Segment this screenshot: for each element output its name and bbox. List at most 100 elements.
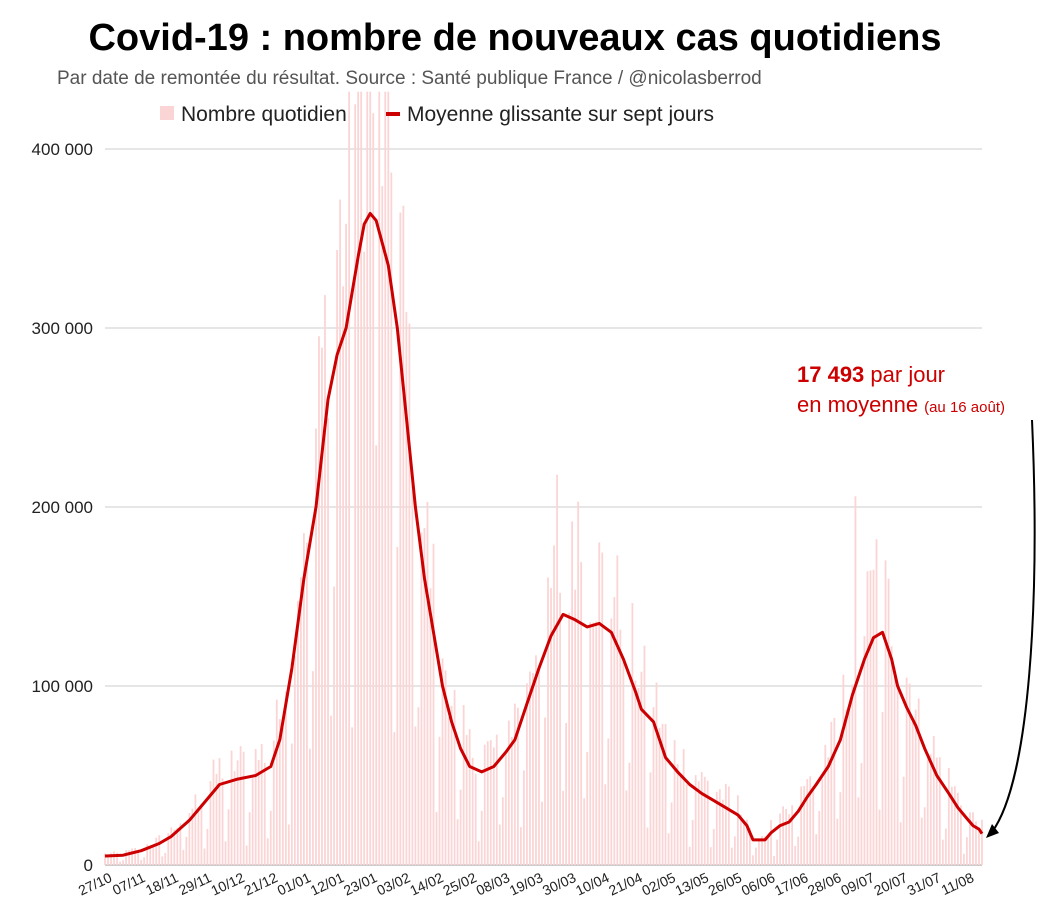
daily-bar xyxy=(718,789,721,865)
daily-bar xyxy=(396,546,399,865)
daily-bar xyxy=(251,776,254,865)
daily-bar xyxy=(438,736,441,865)
daily-bar xyxy=(788,814,791,865)
legend: Nombre quotidien Moyenne glissante sur s… xyxy=(160,103,714,126)
daily-bar xyxy=(519,827,522,865)
daily-bar xyxy=(628,762,631,865)
annotation-line1: 17 493 par jour xyxy=(797,362,945,387)
daily-bar xyxy=(526,683,528,865)
daily-bar xyxy=(872,569,875,865)
daily-bar xyxy=(402,205,405,865)
daily-bar xyxy=(372,113,375,865)
daily-bar xyxy=(131,848,134,865)
daily-bar xyxy=(462,705,465,865)
daily-bar xyxy=(510,737,513,865)
daily-bar xyxy=(981,819,983,865)
daily-bar xyxy=(646,827,649,865)
daily-bar xyxy=(342,286,344,865)
daily-bar xyxy=(685,784,688,865)
daily-bar xyxy=(429,588,432,865)
daily-bar xyxy=(538,666,540,865)
daily-bar xyxy=(327,418,329,865)
daily-bar xyxy=(601,552,604,865)
daily-bar xyxy=(266,838,269,865)
daily-bar xyxy=(399,212,402,865)
daily-bar xyxy=(652,707,655,865)
daily-bar xyxy=(848,704,851,865)
daily-bar xyxy=(755,847,757,865)
daily-bar xyxy=(411,479,414,865)
daily-bar xyxy=(453,689,456,865)
daily-bar xyxy=(239,746,242,865)
daily-bar xyxy=(625,790,628,865)
daily-bar xyxy=(284,691,287,865)
daily-bar xyxy=(498,824,501,865)
daily-bar xyxy=(299,577,302,865)
daily-bar xyxy=(278,718,281,865)
daily-bar xyxy=(667,833,670,865)
daily-bar xyxy=(854,496,857,865)
daily-bar xyxy=(541,801,543,865)
daily-bar xyxy=(809,776,812,865)
daily-bar xyxy=(890,646,893,865)
legend-swatch-line xyxy=(386,112,400,116)
daily-bar xyxy=(893,667,896,865)
daily-bar xyxy=(905,677,908,865)
daily-bar xyxy=(773,856,775,865)
daily-bar xyxy=(956,792,959,865)
daily-bar xyxy=(896,687,899,865)
daily-bar xyxy=(794,846,797,865)
daily-bar xyxy=(137,849,140,865)
daily-bar xyxy=(860,763,863,865)
daily-bar xyxy=(233,771,236,865)
daily-bar xyxy=(932,736,935,865)
x-tick-label: 11/08 xyxy=(939,869,977,898)
daily-bar xyxy=(495,734,498,865)
y-tick-label: 100 000 xyxy=(32,677,93,696)
annotation-line2: en moyenne (au 16 août) xyxy=(797,392,1005,417)
daily-bar xyxy=(767,835,769,865)
daily-bar xyxy=(845,709,848,865)
daily-bar xyxy=(706,780,709,865)
daily-bar xyxy=(869,570,872,865)
daily-bar xyxy=(336,250,338,865)
daily-bar xyxy=(800,786,803,865)
annotation-average: en moyenne xyxy=(797,392,918,417)
daily-bar xyxy=(577,501,580,865)
daily-bar xyxy=(426,501,429,865)
daily-bar xyxy=(309,748,311,865)
y-tick-label: 400 000 xyxy=(32,140,93,159)
daily-bar xyxy=(917,698,920,865)
daily-bar xyxy=(212,759,215,865)
daily-bar xyxy=(637,688,640,865)
daily-bar xyxy=(281,727,284,865)
daily-bar xyxy=(134,848,137,865)
daily-bar xyxy=(658,727,661,865)
daily-bar xyxy=(559,592,561,865)
daily-bar xyxy=(185,836,188,865)
daily-bar xyxy=(170,827,173,865)
daily-bar xyxy=(785,808,788,865)
daily-bar xyxy=(709,847,712,865)
moving-average-layer xyxy=(104,211,984,858)
daily-bar xyxy=(339,199,341,865)
legend-label-bars: Nombre quotidien xyxy=(181,103,347,126)
daily-bar xyxy=(486,741,489,865)
daily-bar xyxy=(330,715,332,865)
daily-bar xyxy=(782,806,784,865)
bars xyxy=(104,91,983,866)
daily-bar xyxy=(736,795,739,865)
daily-bar xyxy=(583,798,586,865)
daily-bar xyxy=(206,828,209,865)
daily-bar xyxy=(306,542,308,865)
daily-bar xyxy=(884,560,887,865)
daily-bar xyxy=(975,821,977,865)
daily-bar xyxy=(761,835,763,865)
daily-bar xyxy=(245,845,248,865)
moving-average-line xyxy=(104,211,984,858)
daily-bar xyxy=(405,311,408,865)
daily-bar xyxy=(914,709,917,865)
daily-bar xyxy=(423,528,426,865)
daily-bar xyxy=(158,835,161,865)
